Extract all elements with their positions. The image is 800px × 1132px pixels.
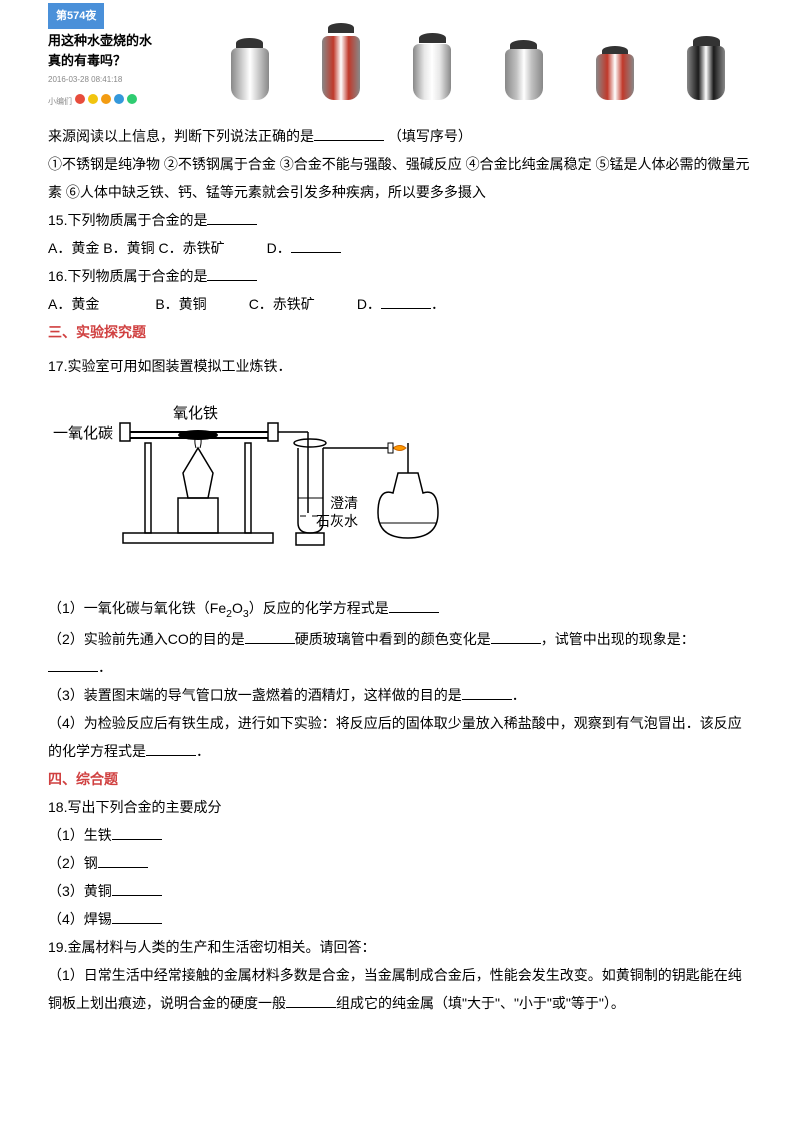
text: （1）生铁 <box>48 827 112 843</box>
text: （1）一氧化碳与氧化铁（Fe <box>48 600 226 616</box>
blank <box>112 879 162 896</box>
text: （2）钢 <box>48 855 98 871</box>
blank <box>291 236 341 253</box>
banner-icon-row: 小编们 <box>48 94 188 110</box>
choice-b: B．黄铜 <box>155 296 206 312</box>
q17-4: （4）为检验反应后有铁生成，进行如下实验：将反应后的固体取少量放入稀盐酸中，观察… <box>48 709 752 765</box>
blank <box>381 292 431 309</box>
kettle-icon <box>596 38 634 100</box>
blank <box>207 208 257 225</box>
blank <box>286 991 336 1008</box>
q17-stem: 17.实验室可用如图装置模拟工业炼铁． <box>48 352 752 380</box>
q15-stem: 15.下列物质属于合金的是 <box>48 206 752 234</box>
text: （4）焊锡 <box>48 911 112 927</box>
source-hint: （填写序号） <box>384 128 472 144</box>
choice-b: B．黄铜 <box>103 240 154 256</box>
blank <box>146 739 196 756</box>
kettle-icon <box>687 28 725 100</box>
banner-textbox: 第574夜 用这种水壶烧的水 真的有毒吗？ 2016-03-28 08:41:1… <box>48 0 188 110</box>
banner-title: 用这种水壶烧的水 真的有毒吗？ <box>48 31 188 70</box>
choice-a: A．黄金 <box>48 296 99 312</box>
editor-icon <box>114 94 124 104</box>
text: （3）装置图末端的导气管口放一盏燃着的酒精灯，这样做的目的是 <box>48 687 462 703</box>
text: ． <box>98 659 112 675</box>
label-lime1: 澄清 <box>330 496 358 512</box>
text: 组成它的纯金属（填"大于"、"小于"或"等于"）。 <box>336 995 625 1011</box>
text: 硬质玻璃管中看到的颜色变化是 <box>295 631 491 647</box>
article-banner: 第574夜 用这种水壶烧的水 真的有毒吗？ 2016-03-28 08:41:1… <box>48 0 752 110</box>
kettle-image <box>204 0 752 100</box>
q17-1: （1）一氧化碳与氧化铁（Fe2O3）反应的化学方程式是 <box>48 594 752 625</box>
blank <box>389 596 439 613</box>
q18-3: （3）黄铜 <box>48 877 752 905</box>
text: ． <box>196 743 210 759</box>
editor-icon <box>127 94 137 104</box>
blank <box>245 627 295 644</box>
banner-title-line1: 用这种水壶烧的水 <box>48 33 152 48</box>
blank <box>112 823 162 840</box>
q18-1: （1）生铁 <box>48 821 752 849</box>
label-feo: 氧化铁 <box>173 405 218 422</box>
text: ． <box>512 687 526 703</box>
blank <box>98 851 148 868</box>
q19-stem: 19.金属材料与人类的生产和生活密切相关。请回答： <box>48 933 752 961</box>
source-question: 来源阅读以上信息，判断下列说法正确的是 （填写序号） <box>48 122 752 150</box>
icon-label: 小编们 <box>48 94 72 110</box>
q18-stem: 18.写出下列合金的主要成分 <box>48 793 752 821</box>
q19-1: （1）日常生活中经常接触的金属材料多数是合金，当金属制成合金后，性能会发生改变。… <box>48 961 752 1017</box>
label-co: 一氧化碳 <box>53 425 113 442</box>
kettle-icon <box>505 32 543 100</box>
editor-icon <box>101 94 111 104</box>
iron-smelting-diagram: 一氧化碳 氧化铁 澄清 石灰水 <box>48 388 752 578</box>
blank <box>462 683 512 700</box>
section-4-header: 四、综合题 <box>48 765 752 793</box>
blank <box>314 124 384 141</box>
q16-choices: A．黄金 B．黄铜 C．赤铁矿 D． ． <box>48 290 752 318</box>
blank <box>48 655 98 672</box>
editor-icon <box>75 94 85 104</box>
kettle-icon <box>231 30 269 100</box>
q15-text: 15.下列物质属于合金的是 <box>48 212 207 228</box>
statements: ①不锈钢是纯净物 ②不锈钢属于合金 ③合金不能与强酸、强碱反应 ④合金比纯金属稳… <box>48 150 752 206</box>
q17-2: （2）实验前先通入CO的目的是 硬质玻璃管中看到的颜色变化是 ，试管中出现的现象是：… <box>48 625 752 681</box>
blank <box>112 907 162 924</box>
section-3-header: 三、实验探究题 <box>48 318 752 346</box>
choice-d: D． <box>357 296 381 312</box>
q15-choices: A．黄金 B．黄铜 C．赤铁矿 D． <box>48 234 752 262</box>
text: ，试管中出现的现象是： <box>541 631 695 647</box>
q18-4: （4）焊锡 <box>48 905 752 933</box>
blank <box>491 627 541 644</box>
kettle-icon <box>322 15 360 100</box>
q18-2: （2）钢 <box>48 849 752 877</box>
q17-3: （3）装置图末端的导气管口放一盏燃着的酒精灯，这样做的目的是 ． <box>48 681 752 709</box>
banner-title-line2: 真的有毒吗？ <box>48 53 126 68</box>
banner-date: 2016-03-28 08:41:18 <box>48 72 188 88</box>
text: ）反应的化学方程式是 <box>249 600 389 616</box>
choice-d-suffix: ． <box>431 296 445 312</box>
kettle-icon <box>413 25 451 100</box>
banner-tag: 第574夜 <box>48 3 104 29</box>
text: （2）实验前先通入CO的目的是 <box>48 631 245 647</box>
label-lime2: 石灰水 <box>316 514 358 530</box>
text: （3）黄铜 <box>48 883 112 899</box>
choice-c: C．赤铁矿 <box>158 240 224 256</box>
q16-text: 16.下列物质属于合金的是 <box>48 268 207 284</box>
blank <box>207 264 257 281</box>
text: O <box>232 600 243 616</box>
source-text: 来源阅读以上信息，判断下列说法正确的是 <box>48 128 314 144</box>
choice-c: C．赤铁矿 <box>249 296 315 312</box>
choice-d: D． <box>267 240 291 256</box>
choice-a: A．黄金 <box>48 240 99 256</box>
editor-icon <box>88 94 98 104</box>
q16-stem: 16.下列物质属于合金的是 <box>48 262 752 290</box>
